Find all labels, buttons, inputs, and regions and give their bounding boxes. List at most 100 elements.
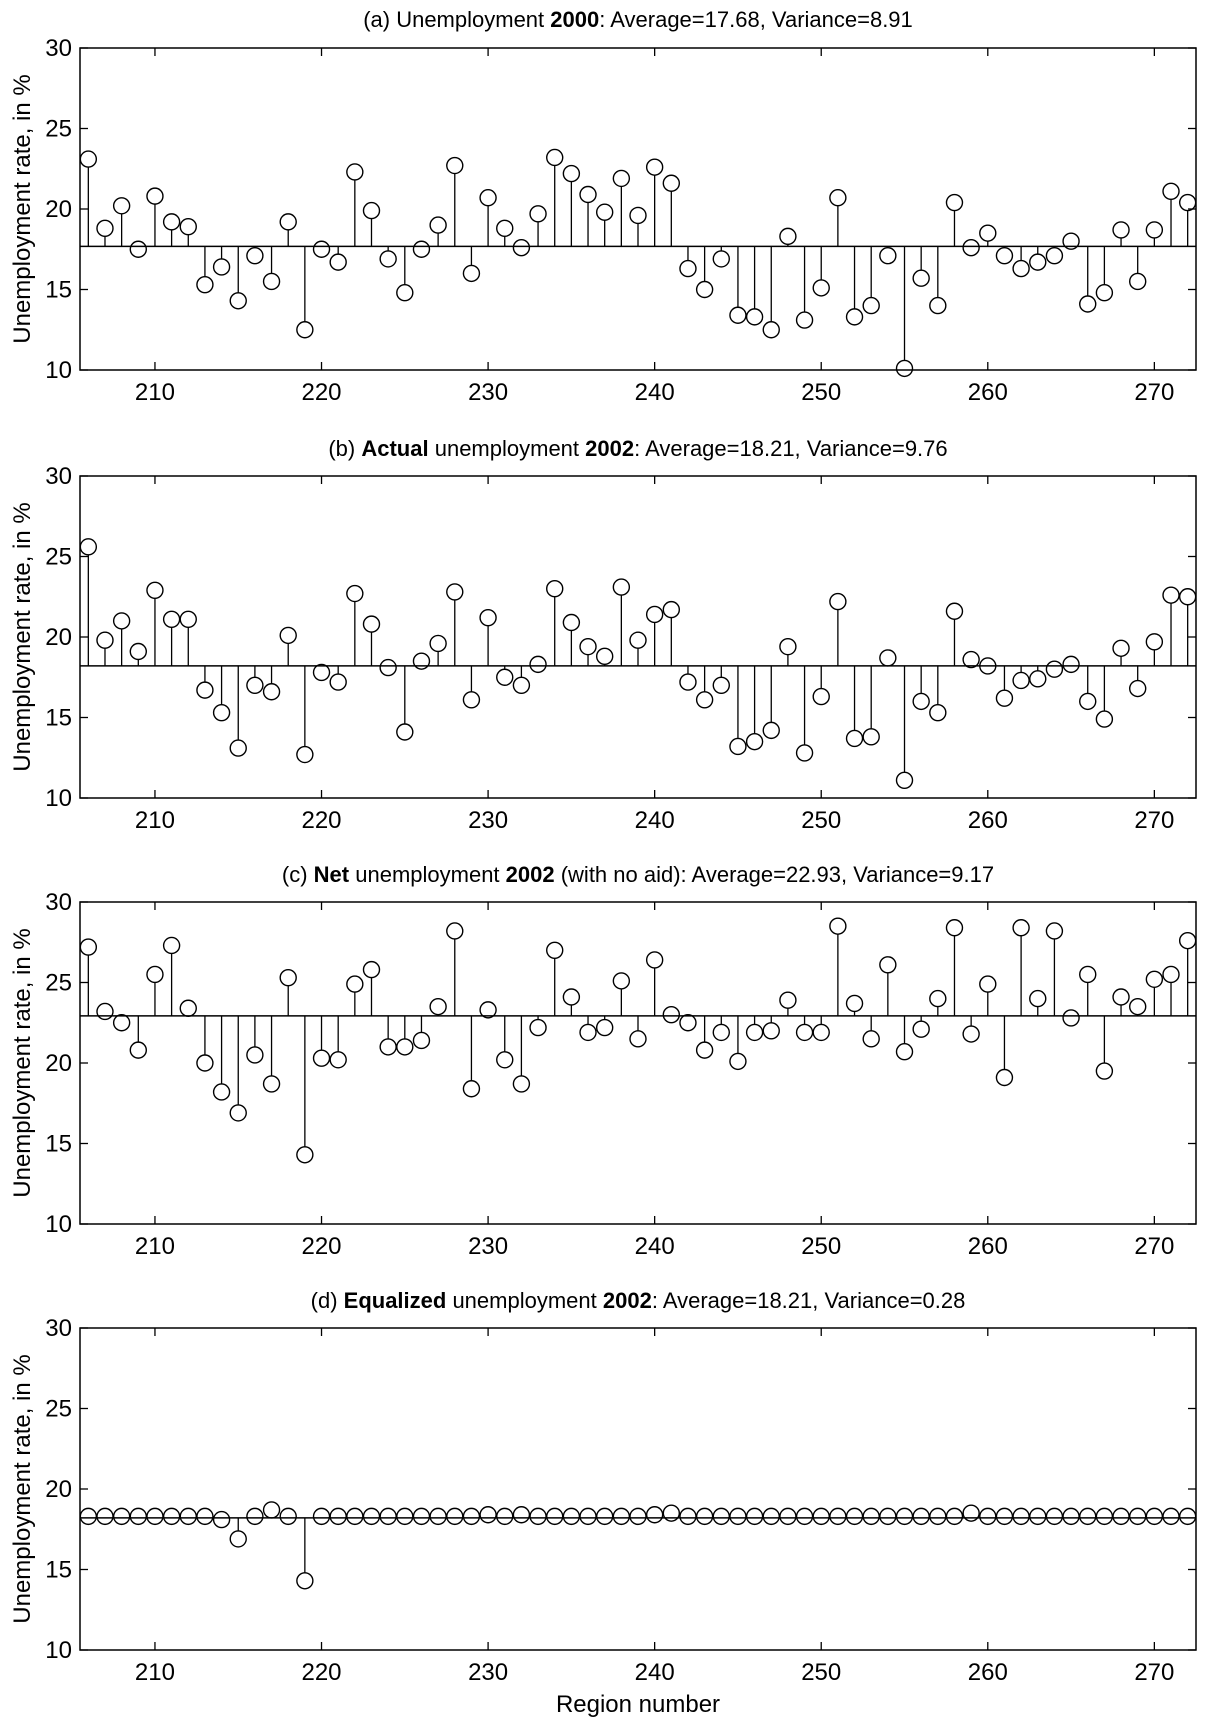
data-point-marker bbox=[1145, 633, 1164, 651]
axes-frame bbox=[79, 901, 1197, 1225]
panel-title-part: unemployment bbox=[429, 436, 586, 461]
data-point-marker bbox=[912, 692, 930, 711]
panel-title: (d) Equalized unemployment 2002: Average… bbox=[311, 1288, 966, 1313]
data-point-marker bbox=[496, 219, 514, 238]
data-point-marker bbox=[795, 1023, 814, 1042]
data-point-marker bbox=[579, 185, 597, 204]
data-point-marker bbox=[962, 1504, 980, 1522]
data-point-marker bbox=[762, 1507, 780, 1526]
panel-title-part: Net bbox=[314, 862, 350, 887]
data-point-marker bbox=[1095, 1507, 1114, 1526]
data-point-marker bbox=[479, 1506, 497, 1524]
panel-title-part: (b) bbox=[328, 436, 361, 461]
data-point-marker bbox=[462, 1080, 481, 1098]
data-point-marker bbox=[512, 676, 531, 694]
data-point-marker bbox=[595, 203, 614, 221]
data-point-marker bbox=[929, 703, 947, 722]
data-point-marker bbox=[912, 1507, 930, 1526]
data-point-marker bbox=[629, 1507, 647, 1526]
y-tick-label: 20 bbox=[45, 1476, 72, 1503]
axes-frame bbox=[79, 1327, 1197, 1651]
data-point-marker bbox=[246, 246, 264, 265]
data-point-marker bbox=[562, 1507, 581, 1526]
data-point-marker bbox=[879, 956, 897, 974]
data-point-marker bbox=[712, 1507, 730, 1526]
data-point-marker bbox=[529, 1507, 547, 1526]
data-point-marker bbox=[446, 156, 464, 175]
y-tick-label: 25 bbox=[45, 970, 72, 997]
data-point-marker bbox=[146, 581, 164, 600]
data-point-marker bbox=[945, 1507, 964, 1526]
data-point-marker bbox=[346, 163, 364, 181]
data-point-marker bbox=[429, 216, 447, 234]
data-point-marker bbox=[1045, 660, 1064, 678]
data-point-marker bbox=[96, 219, 114, 238]
data-point-marker bbox=[995, 246, 1014, 265]
data-point-marker bbox=[346, 1507, 364, 1526]
data-point-marker bbox=[1162, 1507, 1180, 1526]
data-point-marker bbox=[595, 647, 614, 666]
axes-frame bbox=[79, 47, 1197, 371]
data-point-marker bbox=[546, 1507, 564, 1526]
data-point-marker bbox=[929, 296, 947, 315]
y-tick-label: 10 bbox=[45, 357, 72, 384]
data-point-marker bbox=[262, 683, 281, 701]
data-point-marker bbox=[1112, 221, 1130, 239]
data-point-marker bbox=[1095, 710, 1114, 728]
data-point-marker bbox=[1062, 1009, 1080, 1027]
data-point-marker bbox=[729, 737, 747, 756]
data-point-marker bbox=[79, 938, 98, 956]
data-point-marker bbox=[396, 1038, 414, 1056]
data-point-marker bbox=[1129, 997, 1147, 1016]
data-point-marker bbox=[79, 150, 98, 168]
data-point-marker bbox=[446, 922, 464, 940]
data-point-marker bbox=[179, 1507, 197, 1526]
data-point-marker bbox=[1062, 655, 1080, 674]
data-point-marker bbox=[546, 148, 564, 167]
data-point-marker bbox=[795, 744, 814, 762]
panel-title-part: (d) bbox=[311, 1288, 344, 1313]
data-point-marker bbox=[979, 975, 997, 993]
panel-title-part: (c) bbox=[282, 862, 314, 887]
data-point-marker bbox=[512, 1075, 531, 1093]
data-point-marker bbox=[1029, 670, 1047, 688]
data-point-marker bbox=[279, 626, 297, 645]
y-tick-label: 30 bbox=[45, 1315, 72, 1342]
y-tick-label: 15 bbox=[45, 1557, 72, 1584]
x-tick-label: 240 bbox=[635, 1659, 675, 1686]
x-tick-label: 250 bbox=[801, 807, 841, 834]
data-point-marker bbox=[929, 989, 947, 1008]
data-point-marker bbox=[862, 728, 880, 746]
data-point-marker bbox=[379, 1507, 397, 1526]
data-point-marker bbox=[845, 308, 864, 326]
x-tick-label: 250 bbox=[801, 1659, 841, 1686]
y-tick-label: 20 bbox=[45, 1050, 72, 1077]
data-point-marker bbox=[229, 292, 247, 310]
x-tick-label: 240 bbox=[635, 807, 675, 834]
data-point-marker bbox=[829, 189, 847, 207]
data-point-marker bbox=[812, 1507, 830, 1526]
data-point-marker bbox=[1012, 1507, 1030, 1526]
data-point-marker bbox=[745, 732, 764, 751]
data-point-marker bbox=[912, 269, 930, 287]
data-point-marker bbox=[995, 1068, 1014, 1087]
data-point-marker bbox=[1079, 965, 1097, 984]
data-point-marker bbox=[895, 1507, 914, 1526]
x-tick-label: 220 bbox=[301, 1233, 341, 1260]
data-point-marker bbox=[1079, 295, 1097, 313]
data-point-marker bbox=[296, 1572, 314, 1590]
y-axis-label: Unemployment rate, in % bbox=[9, 74, 36, 343]
data-point-marker bbox=[96, 631, 114, 649]
x-tick-label: 270 bbox=[1134, 1233, 1174, 1260]
data-point-marker bbox=[995, 689, 1014, 707]
x-tick-label: 260 bbox=[968, 379, 1008, 406]
panel-title-part: unemployment bbox=[446, 1288, 603, 1313]
data-point-marker bbox=[529, 1018, 547, 1037]
data-point-marker bbox=[579, 1023, 597, 1042]
data-point-marker bbox=[529, 205, 547, 223]
data-point-marker bbox=[129, 1507, 147, 1526]
data-point-marker bbox=[612, 169, 631, 188]
panel-title-part: 2000 bbox=[550, 7, 599, 32]
data-point-marker bbox=[196, 1507, 214, 1526]
data-point-marker bbox=[129, 642, 147, 661]
